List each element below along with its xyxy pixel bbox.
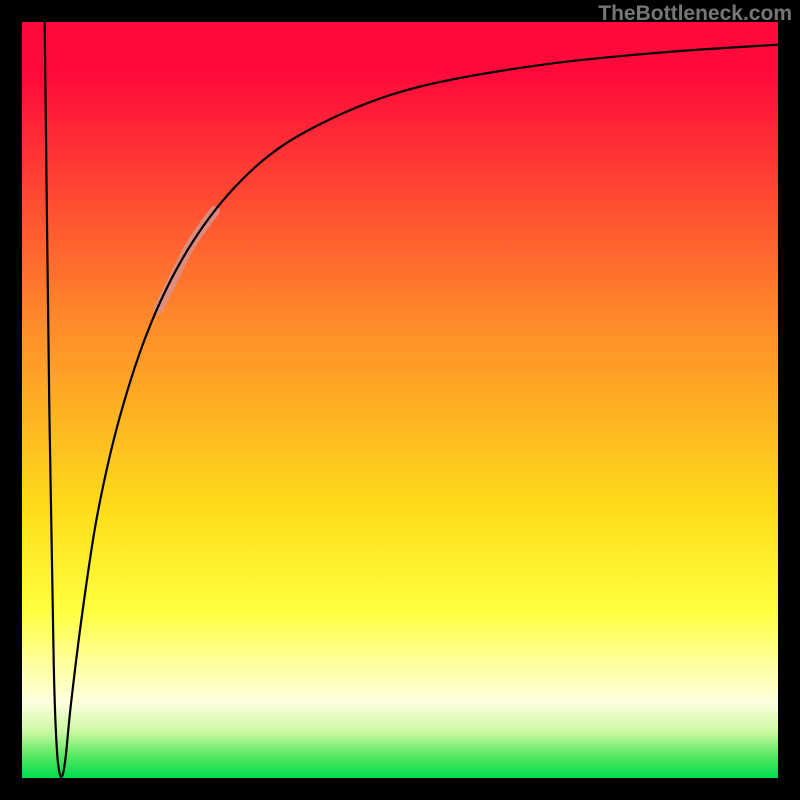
chart-background-gradient <box>22 22 778 778</box>
watermark-text: TheBottleneck.com <box>598 2 792 26</box>
bottleneck-chart <box>0 0 800 800</box>
chart-container: TheBottleneck.com <box>0 0 800 800</box>
